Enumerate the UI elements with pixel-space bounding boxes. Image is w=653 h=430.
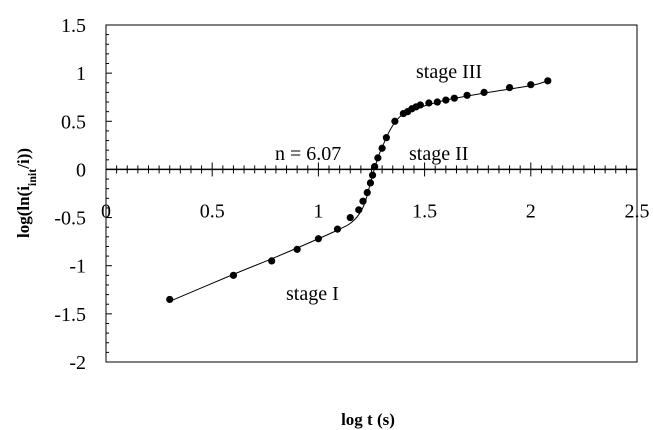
data-point: [480, 88, 488, 96]
annotation-n-value: n = 6.07: [275, 143, 341, 165]
fit-curve: [169, 80, 548, 302]
data-point: [378, 144, 386, 152]
y-tick-label: -1.5: [54, 304, 86, 326]
data-points: [166, 77, 552, 304]
y-axis-ticks: [106, 24, 112, 363]
y-tick-label: -2: [69, 352, 86, 374]
data-point: [366, 179, 375, 187]
data-point: [382, 134, 390, 142]
x-axis-title: log t (s): [341, 410, 395, 429]
data-point: [505, 83, 514, 92]
y-tick-label: 0: [76, 159, 86, 181]
x-axis-minor-ticks: [116, 165, 627, 174]
x-tick-label: 2.5: [625, 200, 650, 222]
y-tick-label: 0.5: [61, 111, 86, 133]
y-axis-title-subscript: init: [25, 169, 39, 186]
data-point: [450, 94, 458, 102]
y-tick-label: 1: [76, 63, 86, 85]
y-axis-title-suffix: /i)): [14, 148, 33, 170]
x-axis-major-ticks: [105, 162, 638, 177]
data-point: [433, 98, 441, 106]
x-tick-label: 0: [101, 200, 111, 222]
data-point: [166, 295, 174, 304]
data-point: [371, 162, 379, 171]
data-point: [463, 91, 471, 99]
x-tick-label: 1: [313, 200, 323, 222]
data-point: [333, 225, 342, 233]
annotation-stage-iii: stage III: [416, 61, 482, 83]
annotation-stage-ii: stage II: [409, 143, 468, 165]
x-axis-tick-labels: 0 0.5 1 1.5 2 2.5: [101, 200, 650, 222]
data-point: [544, 77, 552, 85]
y-tick-label: -1: [69, 256, 86, 278]
data-point: [442, 96, 450, 104]
data-point: [314, 235, 322, 243]
y-axis-title: log(ln(iinit/i)): [14, 148, 39, 238]
x-tick-label: 0.5: [200, 200, 225, 222]
data-point: [374, 154, 382, 162]
data-point: [425, 99, 433, 107]
data-point: [363, 188, 371, 197]
plot-frame: [105, 24, 638, 363]
data-point: [346, 213, 354, 222]
data-point: [416, 101, 424, 109]
annotation-stage-i: stage I: [286, 283, 339, 305]
y-tick-label: 1.5: [61, 15, 86, 37]
data-point: [527, 81, 535, 89]
data-point: [268, 257, 276, 265]
y-axis-tick-labels: 1.5 1 0.5 0 -0.5 -1 -1.5 -2: [54, 15, 86, 374]
x-tick-label: 2: [526, 200, 536, 222]
y-tick-label: -0.5: [54, 208, 86, 230]
data-point: [391, 117, 399, 125]
x-tick-label: 1.5: [412, 200, 437, 222]
data-point: [355, 206, 363, 214]
data-point: [293, 245, 301, 253]
data-point: [229, 271, 238, 279]
y-axis-title-prefix: log(ln(i: [14, 186, 33, 238]
data-point: [359, 197, 367, 205]
data-point: [368, 171, 377, 179]
